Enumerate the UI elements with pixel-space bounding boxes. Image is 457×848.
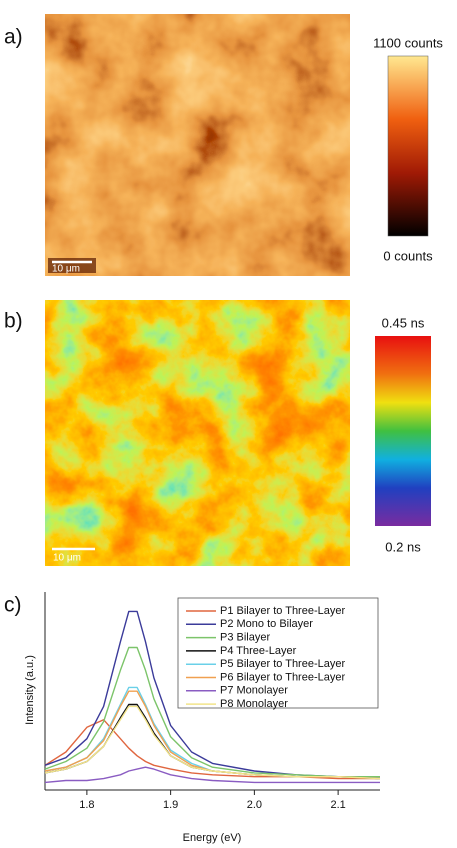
legend-label: P8 Monolayer bbox=[220, 698, 288, 710]
lifetime-map bbox=[45, 300, 350, 566]
legend-label: P2 Mono to Bilayer bbox=[220, 618, 313, 630]
x-tick-label: 2.0 bbox=[247, 799, 262, 811]
colorbar bbox=[375, 336, 431, 526]
x-tick-label: 1.8 bbox=[79, 799, 94, 811]
figure: a) 10 μm 1100 counts 0 counts b) 10 μm 0… bbox=[0, 0, 457, 848]
pl-intensity-map bbox=[45, 14, 350, 276]
colorbar-max: 0.45 ns bbox=[382, 315, 425, 330]
colorbar-min: 0 counts bbox=[383, 248, 433, 263]
legend-label: P1 Bilayer to Three-Layer bbox=[220, 605, 345, 617]
colorbar-min: 0.2 ns bbox=[385, 539, 421, 554]
legend-label: P3 Bilayer bbox=[220, 632, 270, 644]
scale-bar-label: 10 μm bbox=[52, 264, 80, 275]
legend-label: P7 Monolayer bbox=[220, 685, 288, 697]
panel-label: c) bbox=[4, 594, 22, 617]
colorbar-max: 1100 counts bbox=[373, 35, 443, 50]
legend-label: P5 Bilayer to Three-Layer bbox=[220, 658, 345, 670]
x-tick-label: 2.1 bbox=[330, 799, 345, 811]
panel-label: a) bbox=[4, 26, 23, 49]
x-axis-label: Energy (eV) bbox=[183, 832, 242, 844]
panel-label: b) bbox=[4, 310, 23, 333]
legend-label: P4 Three-Layer bbox=[220, 645, 297, 657]
scale-bar-label: 10 μm bbox=[53, 553, 81, 564]
legend-label: P6 Bilayer to Three-Layer bbox=[220, 671, 345, 683]
colorbar bbox=[388, 56, 428, 236]
y-axis-label: Intensity (a.u.) bbox=[24, 655, 36, 725]
x-tick-label: 1.9 bbox=[163, 799, 178, 811]
